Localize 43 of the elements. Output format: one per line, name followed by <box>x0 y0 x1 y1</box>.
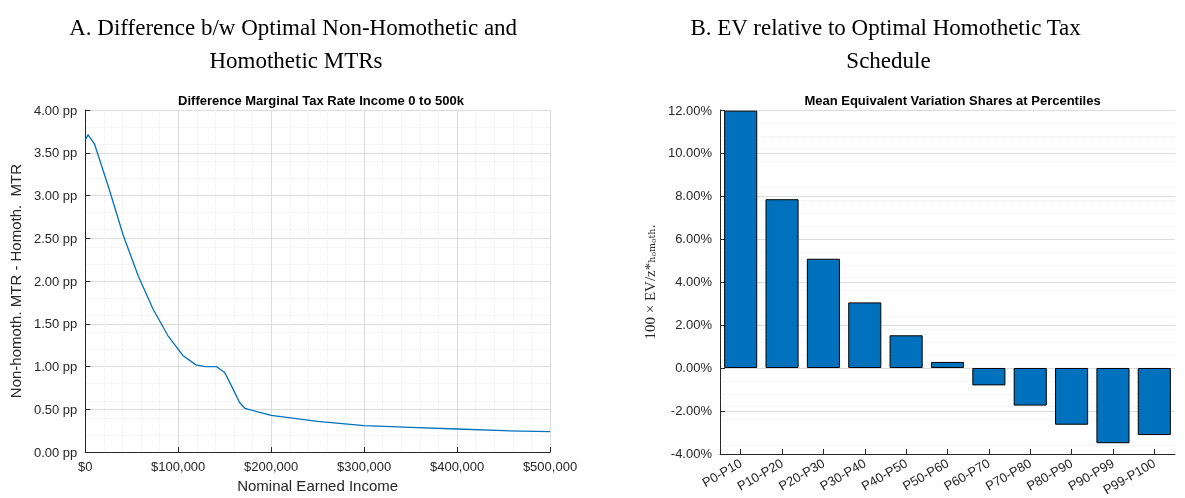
bar <box>1013 367 1047 406</box>
y-tick-label: -4.00% <box>670 446 713 462</box>
bar <box>765 199 799 368</box>
chart-title: B. EV relative to Optimal Homothetic Tax Schedule <box>690 15 1087 73</box>
line-series <box>84 134 551 433</box>
y-tick-label: 0.50 pp <box>33 401 78 417</box>
x-tick-label: $300,000 <box>336 459 392 475</box>
y-tick-label: 8.00% <box>675 188 713 204</box>
bar <box>848 302 882 368</box>
bar <box>1055 367 1089 425</box>
chart-title: A. Difference b/w Optimal Non-Homothetic and Homothetic MTRs <box>69 15 523 73</box>
bar <box>1137 367 1171 436</box>
x-tick-label: $200,000 <box>244 459 299 475</box>
y-tick-label: -2.00% <box>670 403 713 419</box>
x-axis-title: Nominal Earned Income <box>237 477 399 494</box>
y-tick-label: 2.50 pp <box>33 230 78 246</box>
y-tick-label: 6.00% <box>675 231 713 247</box>
bar <box>972 367 1006 386</box>
y-tick-label: 1.00 pp <box>33 359 78 375</box>
y-axis-title: 100 × EV/z*ₕₒₘₒₜₕ. <box>641 224 658 340</box>
bar <box>806 258 840 368</box>
bar <box>930 361 965 368</box>
chart-subtitle: Mean Equivalent Variation Shares at Percentiles <box>804 93 1101 108</box>
x-tick-label: $500,000 <box>522 459 578 475</box>
bar <box>889 335 923 368</box>
x-tick-label: $0 <box>78 459 93 475</box>
y-tick-label: 4.00% <box>675 274 713 290</box>
y-tick-label: 0.00% <box>675 360 713 376</box>
y-tick-label: 0.00 pp <box>33 444 78 460</box>
x-tick-label: $400,000 <box>429 459 485 475</box>
y-tick-label: 3.50 pp <box>33 145 78 161</box>
bar <box>724 110 758 368</box>
y-tick-label: 2.00 pp <box>33 273 78 289</box>
y-tick-label: 12.00% <box>667 102 713 118</box>
chart-subtitle: Difference Marginal Tax Rate Income 0 to 500k <box>178 93 465 108</box>
y-tick-label: 4.00 pp <box>33 102 78 118</box>
y-tick-label: 3.00 pp <box>33 188 78 204</box>
bar <box>1096 367 1130 444</box>
y-tick-label: 10.00% <box>667 145 713 161</box>
y-tick-label: 2.00% <box>675 317 713 333</box>
y-tick-label: 1.50 pp <box>33 316 78 332</box>
x-tick-label: $100,000 <box>151 459 206 475</box>
y-axis-title: Non-homoth. MTR - Homoth. MTR <box>7 163 24 399</box>
